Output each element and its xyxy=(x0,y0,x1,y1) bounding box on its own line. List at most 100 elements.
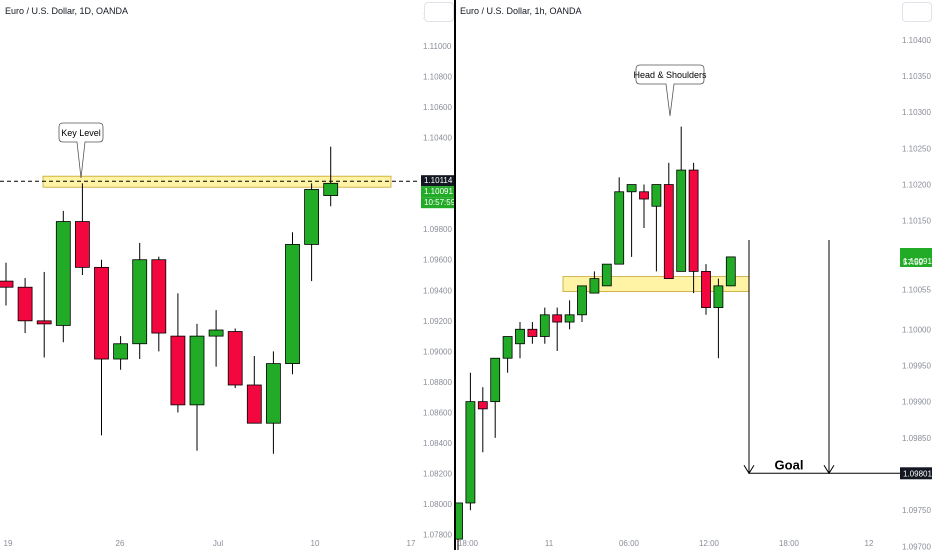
candle-body xyxy=(515,328,525,345)
candle-body xyxy=(75,221,90,268)
candle-body xyxy=(151,259,167,334)
y-axis-tick-label: 1.10300 xyxy=(902,108,931,117)
y-axis-tick-label: 1.09850 xyxy=(902,434,931,443)
candle-body xyxy=(614,191,625,265)
candle-body xyxy=(265,363,281,424)
candle-body xyxy=(55,221,71,326)
y-axis-tick-label: 1.10150 xyxy=(902,217,931,226)
goal-label: Goal xyxy=(775,457,804,472)
key-level-price-tag-background xyxy=(421,175,454,187)
x-axis-tick-label: 12:00 xyxy=(699,539,720,548)
y-axis-tick-label: 1.10800 xyxy=(423,72,452,81)
y-axis-tick-label: 1.10055 xyxy=(902,285,931,294)
candle-body xyxy=(676,169,687,272)
hourly-chart-title: Euro / U.S. Dollar, 1h, OANDA xyxy=(460,6,582,16)
candle-body xyxy=(189,335,205,406)
key-level-price-tag-text: 1.10114 xyxy=(424,176,453,185)
x-axis-tick-label: Jul xyxy=(213,539,223,548)
candle-body xyxy=(527,328,538,337)
y-axis-tick-label: 1.10400 xyxy=(423,134,452,143)
hourly-chart-canvas[interactable]: 1.10400 1.10350 1.10300 1.10250 1.10200 1.101… xyxy=(456,0,932,550)
y-axis-tick-label: 1.09700 xyxy=(902,542,931,550)
candle-body xyxy=(113,343,128,360)
y-axis-tick-label: 1.09800 xyxy=(423,225,452,234)
countdown-tag-text: 10:57:59 xyxy=(424,198,454,207)
key-level-callout-label: Key Level xyxy=(61,128,101,138)
hourly-chart-pane[interactable]: 1.10400 1.10350 1.10300 1.10250 1.10200 1.101… xyxy=(456,0,932,550)
candle-body xyxy=(94,266,109,360)
candle-body xyxy=(208,329,224,337)
candle-body xyxy=(0,280,14,288)
candle-body xyxy=(701,270,711,308)
last-price-tag-background xyxy=(900,248,932,267)
candle-body xyxy=(227,331,243,386)
y-axis-tick-label: 1.09900 xyxy=(902,398,931,407)
countdown-tag-background xyxy=(421,197,454,209)
target-price-tag-text: 1.09801 xyxy=(903,469,932,478)
candle-body xyxy=(285,244,300,365)
candle-body xyxy=(170,335,186,406)
y-axis-tick-label: 1.10350 xyxy=(902,72,931,81)
x-axis-tick-label: 18:00 xyxy=(458,539,479,548)
pane-divider[interactable] xyxy=(454,0,456,550)
y-axis-tick-label: 1.09200 xyxy=(423,317,452,326)
candle-body xyxy=(688,169,699,272)
candle-body xyxy=(626,184,637,193)
y-axis-tick-label: 1.08400 xyxy=(423,439,452,448)
x-axis-tick-label: 10 xyxy=(311,539,320,548)
target-price-tag-background xyxy=(900,467,932,480)
candle-body xyxy=(577,285,587,316)
candle-body xyxy=(502,336,513,359)
last-price-tag-background xyxy=(421,186,454,198)
y-axis-tick-label: 1.10250 xyxy=(902,144,931,153)
key-level-callout-bubble xyxy=(58,122,104,179)
candle-body xyxy=(477,401,488,410)
daily-chart-title: Euro / U.S. Dollar, 1D, OANDA xyxy=(5,6,129,16)
y-axis-tick-label: 1.09600 xyxy=(423,256,452,265)
x-axis-tick-label: 19 xyxy=(4,539,13,548)
candle-body xyxy=(651,184,662,207)
pane-options-button[interactable] xyxy=(424,2,454,22)
y-axis-tick-label: 1.09400 xyxy=(423,286,452,295)
daily-chart-canvas[interactable]: 1.112001.110001.108001.106001.104001.098… xyxy=(0,0,454,550)
y-axis-tick-label: 1.09750 xyxy=(902,506,931,515)
x-axis-tick-label: 11 xyxy=(545,539,554,548)
candle-body xyxy=(552,314,563,323)
candle-body xyxy=(323,182,339,196)
candle-body xyxy=(246,384,262,424)
daily-chart-pane[interactable]: 1.112001.110001.108001.106001.104001.098… xyxy=(0,0,454,550)
y-axis-tick-label: 1.10400 xyxy=(902,36,931,45)
candle-body xyxy=(663,184,674,280)
y-axis-tick-label: 1.10600 xyxy=(423,103,452,112)
candle-body xyxy=(17,286,33,322)
candle-body xyxy=(36,320,52,325)
candle-body xyxy=(725,256,736,287)
head-and-shoulders-callout-bubble xyxy=(635,64,705,117)
candle-body xyxy=(132,259,148,345)
x-axis-tick-label: 12 xyxy=(865,539,874,548)
x-axis-tick-label: 17 xyxy=(407,539,416,548)
y-axis-tick-label: 1.09950 xyxy=(902,361,931,370)
candle-body xyxy=(589,278,600,294)
candle-body xyxy=(304,189,320,245)
candle-body xyxy=(713,285,724,308)
last-price-tag-text: 1.10091 xyxy=(903,257,932,266)
head-and-shoulders-callout-label: Head & Shoulders xyxy=(633,70,707,80)
x-axis-tick-label: 06:00 xyxy=(619,539,640,548)
y-axis-tick-label: 1.07800 xyxy=(423,531,452,540)
candle-body xyxy=(456,502,463,540)
y-axis-tick-label: 1.11000 xyxy=(423,42,452,51)
candle-body xyxy=(539,314,550,337)
candle-body xyxy=(639,191,649,200)
x-axis-tick-label: 18:00 xyxy=(779,539,800,548)
y-axis-tick-label: 1.08000 xyxy=(423,500,452,509)
candle-body xyxy=(564,314,575,323)
y-axis-tick-label: 1.08600 xyxy=(423,409,452,418)
last-price-tag-text: 1.10091 xyxy=(424,187,453,196)
y-axis-tick-label: 1.08800 xyxy=(423,378,452,387)
pane-options-button[interactable] xyxy=(902,2,932,22)
y-axis-tick-label: 1.08200 xyxy=(423,470,452,479)
candle-body xyxy=(601,263,612,287)
y-axis-tick-label: 1.10200 xyxy=(902,181,931,190)
x-axis-tick-label: 26 xyxy=(116,539,125,548)
